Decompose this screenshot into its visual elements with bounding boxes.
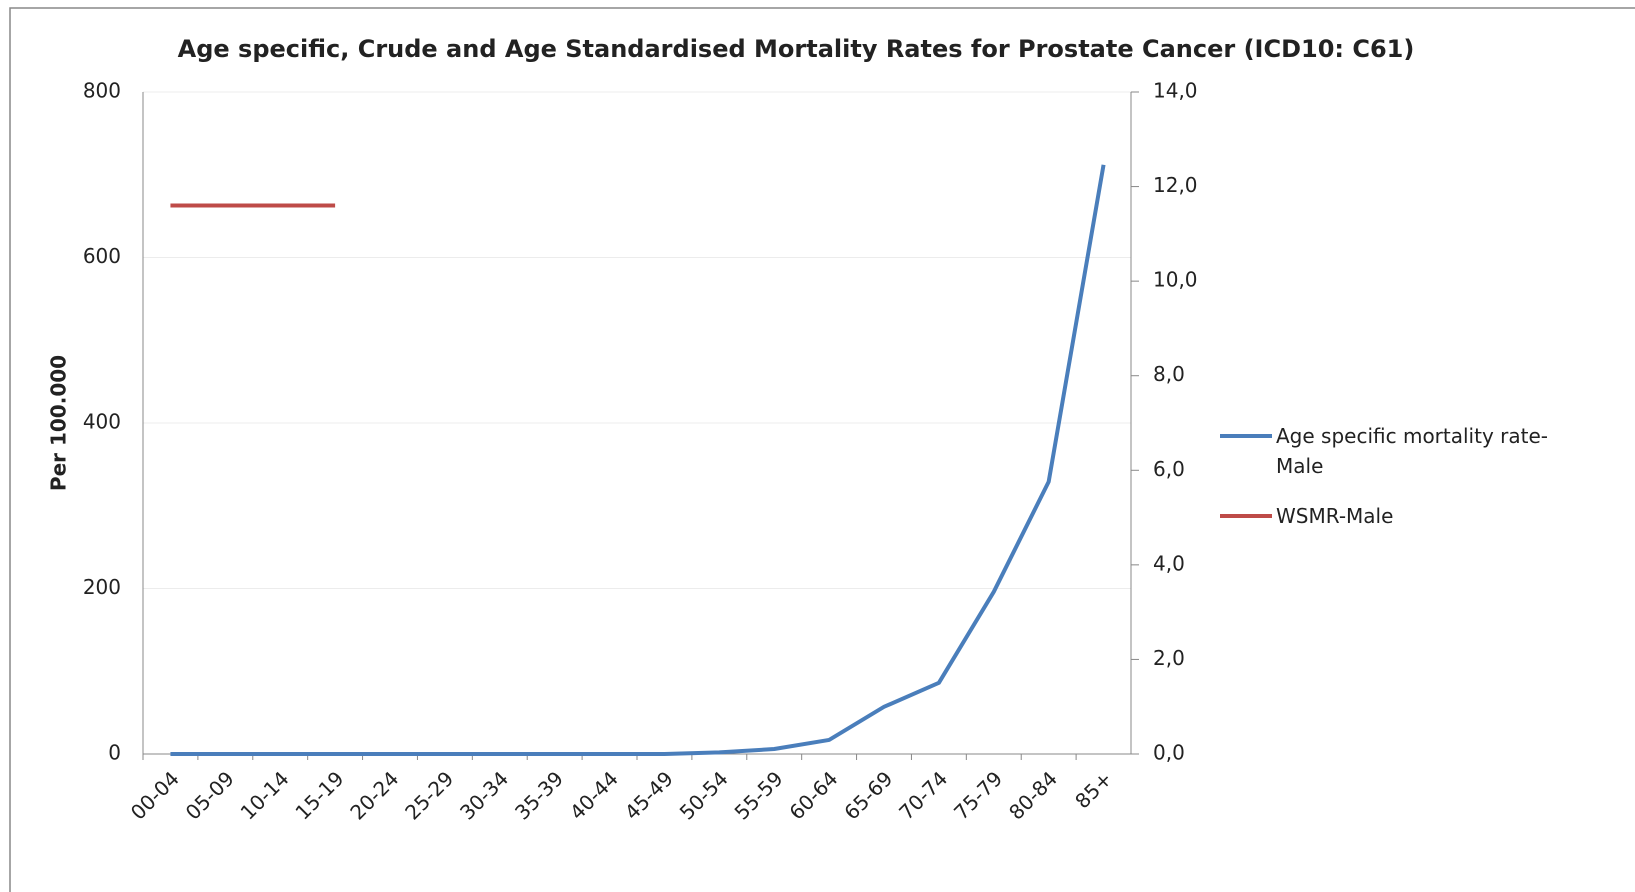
x-tick-label: 65-69: [839, 766, 897, 824]
chart-border: [9, 7, 1635, 892]
x-tick-label: 20-24: [345, 766, 403, 824]
x-tick-label: 40-44: [565, 766, 623, 824]
y-axis-label: Per 100.000: [47, 355, 71, 491]
x-tick-label: 10-14: [236, 766, 294, 824]
y-tick-label: 400: [83, 410, 121, 434]
x-tick-label: 70-74: [894, 766, 952, 824]
y2-tick-label: 14,0: [1153, 79, 1198, 103]
y2-tick-label: 2,0: [1153, 646, 1185, 670]
y2-tick-label: 6,0: [1153, 457, 1185, 481]
y-tick-label: 600: [83, 244, 121, 268]
y2-tick-label: 0,0: [1153, 741, 1185, 765]
legend-label: WSMR-Male: [1276, 504, 1394, 528]
x-tick-label: 05-09: [181, 766, 239, 824]
y-tick-label: 800: [83, 79, 121, 103]
y2-tick-label: 8,0: [1153, 362, 1185, 386]
x-tick-label: 35-39: [510, 766, 568, 824]
x-tick-label: 85+: [1070, 766, 1117, 813]
x-tick-label: 75-79: [949, 766, 1007, 824]
x-tick-label: 25-29: [400, 766, 458, 824]
y2-tick-label: 4,0: [1153, 551, 1185, 575]
chart-title: Age specific, Crude and Age Standardised…: [178, 35, 1415, 63]
y2-tick-label: 12,0: [1153, 173, 1198, 197]
y2-tick-label: 10,0: [1153, 268, 1198, 292]
legend-label: Age specific mortality rate-Male: [1276, 424, 1548, 478]
x-tick-label: 60-64: [784, 766, 842, 824]
x-tick-label: 00-04: [126, 766, 184, 824]
series-line: [170, 164, 1106, 756]
x-tick-label: 15-19: [290, 766, 348, 824]
y-tick-label: 0: [108, 741, 121, 765]
x-tick-label: 50-54: [675, 766, 733, 824]
y-tick-label: 200: [83, 575, 121, 599]
x-tick-label: 30-34: [455, 766, 513, 824]
x-tick-label: 55-59: [730, 766, 788, 824]
x-tick-label: 80-84: [1004, 766, 1062, 824]
x-tick-label: 45-49: [620, 766, 678, 824]
